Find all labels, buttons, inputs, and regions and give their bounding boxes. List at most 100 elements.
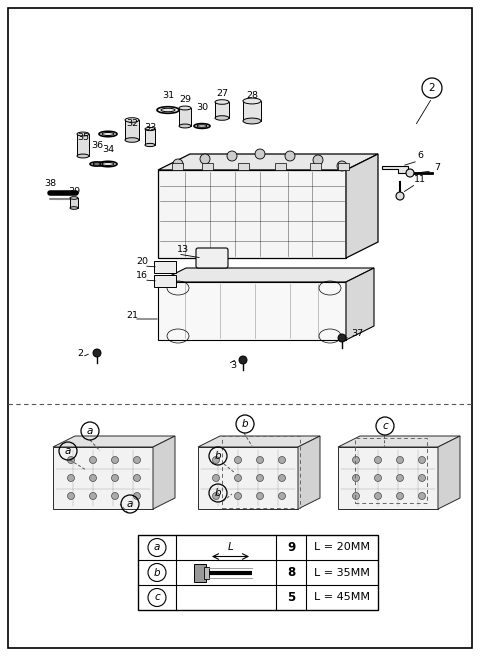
- Polygon shape: [158, 282, 346, 340]
- Circle shape: [396, 493, 404, 499]
- Circle shape: [173, 159, 183, 169]
- Text: 29: 29: [179, 96, 191, 104]
- Text: 9: 9: [287, 541, 295, 554]
- Text: 7: 7: [434, 163, 440, 171]
- Text: 13: 13: [177, 245, 189, 253]
- Text: b: b: [154, 567, 160, 577]
- Circle shape: [313, 155, 323, 165]
- Ellipse shape: [145, 127, 155, 131]
- Ellipse shape: [93, 163, 101, 165]
- Text: 2: 2: [429, 83, 435, 93]
- Text: b: b: [215, 451, 221, 461]
- Bar: [355, 438, 427, 503]
- Circle shape: [278, 457, 286, 464]
- Text: 16: 16: [136, 272, 148, 281]
- Polygon shape: [158, 154, 378, 170]
- Circle shape: [374, 457, 382, 464]
- Circle shape: [235, 493, 241, 499]
- Text: 32: 32: [126, 119, 138, 127]
- Polygon shape: [438, 436, 460, 509]
- Circle shape: [213, 457, 219, 464]
- Circle shape: [93, 349, 101, 357]
- FancyBboxPatch shape: [196, 248, 228, 268]
- Text: 35: 35: [77, 133, 89, 142]
- Circle shape: [68, 474, 74, 482]
- Circle shape: [235, 474, 241, 482]
- Circle shape: [227, 151, 237, 161]
- Bar: [138, 535, 378, 610]
- Ellipse shape: [243, 98, 261, 104]
- Circle shape: [374, 474, 382, 482]
- Circle shape: [111, 457, 119, 464]
- Text: 37: 37: [351, 329, 363, 338]
- Circle shape: [89, 493, 96, 499]
- Ellipse shape: [125, 117, 139, 122]
- Circle shape: [89, 474, 96, 482]
- Text: 36: 36: [91, 142, 103, 150]
- Text: L = 35MM: L = 35MM: [314, 567, 370, 577]
- Ellipse shape: [215, 115, 229, 120]
- Polygon shape: [346, 154, 378, 258]
- Polygon shape: [338, 447, 438, 509]
- Text: a: a: [65, 446, 71, 456]
- Bar: [204, 567, 209, 579]
- Ellipse shape: [197, 125, 207, 127]
- Circle shape: [133, 457, 141, 464]
- Circle shape: [396, 457, 404, 464]
- Circle shape: [352, 457, 360, 464]
- Circle shape: [278, 474, 286, 482]
- Ellipse shape: [125, 138, 139, 142]
- Circle shape: [256, 493, 264, 499]
- Text: 21: 21: [126, 312, 138, 321]
- Bar: [154, 275, 176, 287]
- Circle shape: [337, 161, 347, 171]
- Circle shape: [352, 493, 360, 499]
- Text: b: b: [242, 419, 248, 429]
- Text: 20: 20: [136, 258, 148, 266]
- Ellipse shape: [243, 118, 261, 124]
- Polygon shape: [153, 436, 175, 509]
- Ellipse shape: [102, 133, 114, 136]
- Circle shape: [235, 457, 241, 464]
- Circle shape: [68, 457, 74, 464]
- Circle shape: [89, 457, 96, 464]
- Circle shape: [111, 493, 119, 499]
- Ellipse shape: [145, 144, 155, 147]
- Bar: [70, 198, 78, 208]
- Bar: [243, 101, 261, 121]
- Ellipse shape: [77, 132, 89, 136]
- Bar: [145, 129, 155, 145]
- Polygon shape: [198, 447, 298, 509]
- Ellipse shape: [102, 163, 114, 165]
- Circle shape: [213, 474, 219, 482]
- Ellipse shape: [70, 197, 78, 199]
- Bar: [179, 108, 191, 126]
- Text: 38: 38: [44, 180, 56, 188]
- Text: 3: 3: [230, 361, 236, 371]
- Bar: [338, 163, 349, 170]
- Text: 28: 28: [246, 91, 258, 100]
- Bar: [125, 120, 139, 140]
- Circle shape: [396, 474, 404, 482]
- Bar: [275, 163, 286, 170]
- Circle shape: [256, 457, 264, 464]
- Text: 33: 33: [144, 123, 156, 133]
- Text: L = 20MM: L = 20MM: [314, 543, 370, 552]
- Polygon shape: [53, 447, 153, 509]
- Bar: [172, 163, 183, 170]
- Circle shape: [406, 169, 414, 177]
- Text: 39: 39: [68, 186, 80, 195]
- Circle shape: [239, 356, 247, 364]
- Text: c: c: [382, 421, 388, 431]
- Circle shape: [213, 493, 219, 499]
- Text: 34: 34: [102, 144, 114, 154]
- Bar: [238, 163, 249, 170]
- Circle shape: [419, 457, 425, 464]
- Text: a: a: [87, 426, 93, 436]
- Text: 6: 6: [417, 152, 423, 161]
- Bar: [194, 564, 206, 581]
- Circle shape: [352, 474, 360, 482]
- Polygon shape: [198, 436, 320, 447]
- Circle shape: [133, 474, 141, 482]
- Circle shape: [419, 474, 425, 482]
